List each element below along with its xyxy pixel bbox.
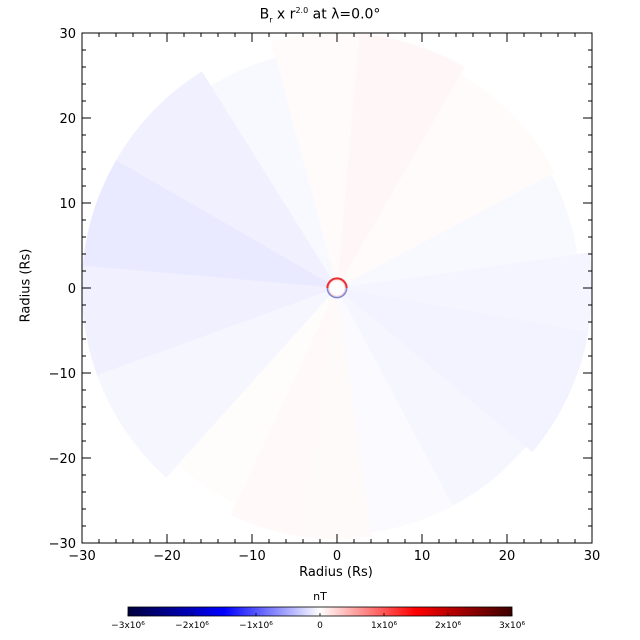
inner-boundary-disk: [329, 280, 345, 296]
x-tick-label: −20: [153, 549, 180, 564]
colorbar-tick-label: 3x10⁶: [499, 621, 526, 631]
field-sector-9: [97, 287, 338, 478]
y-tick-label: −10: [49, 367, 76, 382]
x-tick-label: 0: [333, 549, 341, 564]
colorbar-tick-label: 0: [317, 621, 323, 631]
y-tick-label: −20: [49, 452, 76, 467]
x-tick-label: −10: [238, 549, 265, 564]
y-tick-label: −30: [49, 537, 76, 552]
colorbar-tick-label: 1x10⁶: [371, 621, 398, 631]
axis-ticks: [81, 32, 593, 544]
field-sector-6: [115, 71, 338, 289]
y-tick-label: 20: [59, 112, 76, 127]
colorbar-label: nT: [313, 590, 327, 603]
field-sector-4: [270, 32, 360, 289]
x-tick-label: 10: [414, 549, 431, 564]
inner-boundary-positive: [326, 277, 348, 289]
colorbar-tick-label: 2x10⁶: [435, 621, 462, 631]
x-tick-label: 30: [584, 549, 601, 564]
inner-boundary-negative: [326, 287, 348, 299]
axis-tick-labels: −30 −20 −10 0 10 20 30 −30 −20 −10 0 10 20 30: [49, 27, 601, 564]
colorbar-ticks: [127, 613, 513, 616]
colorbar-tick-label: −1x10⁶: [239, 621, 273, 631]
field-sector-3: [336, 33, 465, 289]
y-tick-label: 10: [59, 197, 76, 212]
field-sector-15: [336, 287, 589, 453]
colorbar-tick-label: −3x10⁶: [111, 621, 145, 631]
field-sector-7: [82, 160, 338, 289]
field-sector-8: [81, 265, 338, 376]
x-tick-label: 20: [499, 549, 516, 564]
x-tick-label: −30: [68, 549, 95, 564]
inner-boundary: [326, 277, 348, 299]
field-sector-2: [336, 74, 555, 289]
y-tick-label: 0: [68, 282, 76, 297]
x-axis-label: Radius (Rs): [299, 565, 373, 580]
y-tick-label: 30: [59, 27, 76, 42]
field-sectors: [81, 32, 593, 540]
chart-title: Br x r2.0 at λ=0.0°: [259, 6, 381, 25]
colorbar-tick-label: −2x10⁶: [175, 621, 209, 631]
colorbar-tick-labels: −3x10⁶ −2x10⁶ −1x10⁶ 0 1x10⁶ 2x10⁶ 3x10⁶: [111, 621, 525, 631]
